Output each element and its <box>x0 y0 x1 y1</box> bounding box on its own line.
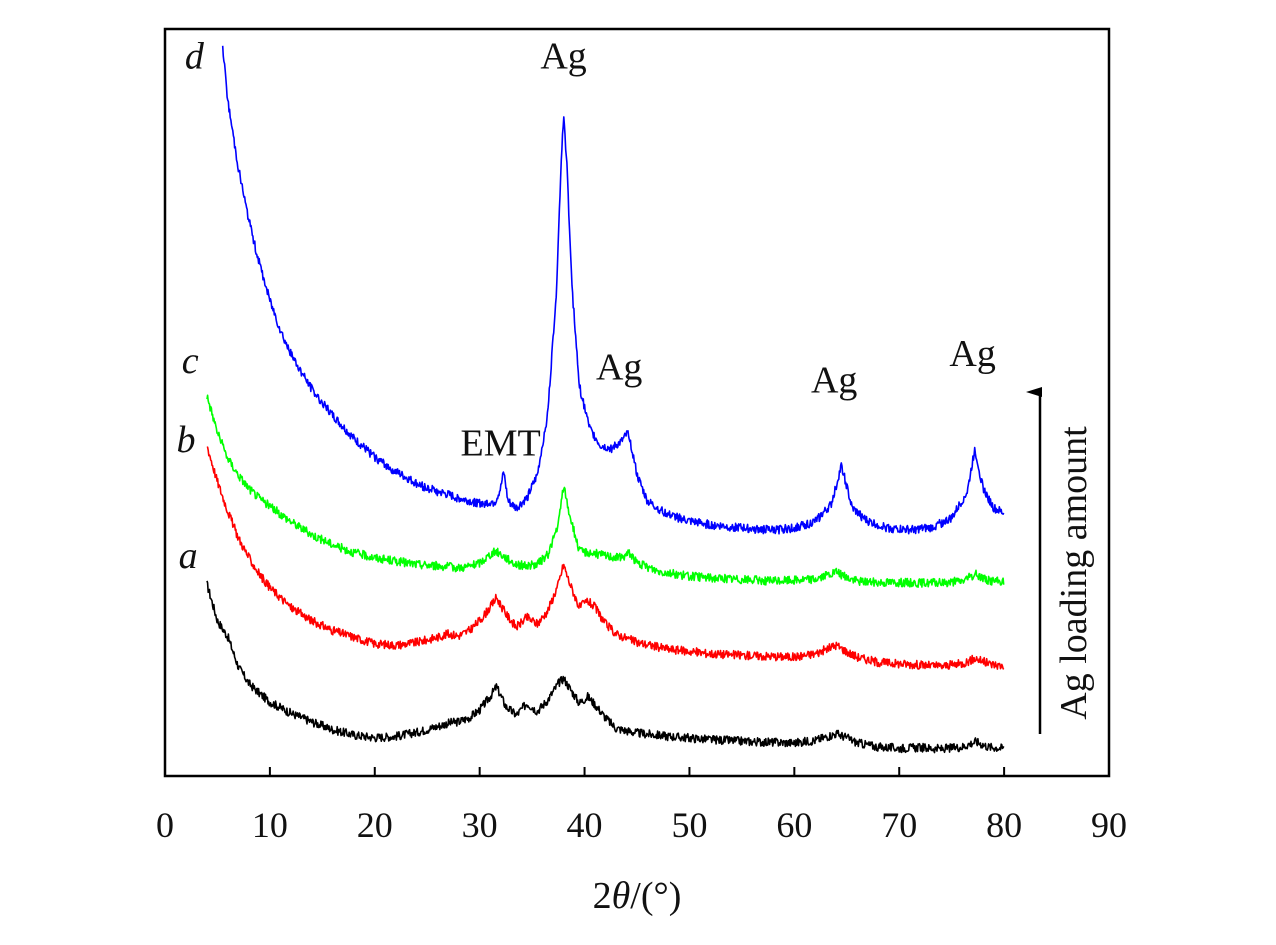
curve-label-b: b <box>176 419 195 461</box>
peak-labels: EMT Ag Ag Ag Ag <box>461 36 996 465</box>
curve-label-c: c <box>182 340 199 382</box>
x-tick-label: 30 <box>462 805 498 845</box>
x-axis-ticks: 0 10 20 30 40 50 60 70 80 90 <box>156 767 1127 845</box>
x-tick-label: 10 <box>252 805 288 845</box>
peak-label: Ag <box>596 346 642 388</box>
x-axis-title-prefix: 2 <box>593 875 612 917</box>
x-tick-label: 50 <box>671 805 707 845</box>
curve-label-d: d <box>185 36 205 78</box>
x-axis-title: 2θ/(°) <box>593 875 682 917</box>
curve-labels: a bc d <box>176 36 204 577</box>
x-tick-label: 80 <box>986 805 1022 845</box>
peak-label: Ag <box>540 36 586 78</box>
series-line-a <box>206 580 1005 754</box>
plot-frame <box>163 27 1111 778</box>
series-line-c <box>206 394 1005 588</box>
peak-label: Ag <box>811 360 857 402</box>
ag-loading-amount-label: Ag loading amount <box>1053 426 1095 720</box>
x-tick-label: 20 <box>357 805 393 845</box>
x-tick-label: 60 <box>776 805 812 845</box>
peak-label: Ag <box>949 333 995 375</box>
series-line-b <box>206 446 1005 670</box>
series-layer <box>206 45 1005 754</box>
x-tick-label: 0 <box>156 805 174 845</box>
x-tick-label: 90 <box>1091 805 1127 845</box>
x-axis-title-suffix: /(°) <box>630 875 681 917</box>
curve-label-a: a <box>179 535 198 577</box>
series-line-d <box>221 45 1005 535</box>
x-axis-title-symbol: θ <box>612 875 631 917</box>
x-tick-label: 70 <box>881 805 917 845</box>
x-tick-label: 40 <box>567 805 603 845</box>
peak-label: EMT <box>461 422 541 464</box>
